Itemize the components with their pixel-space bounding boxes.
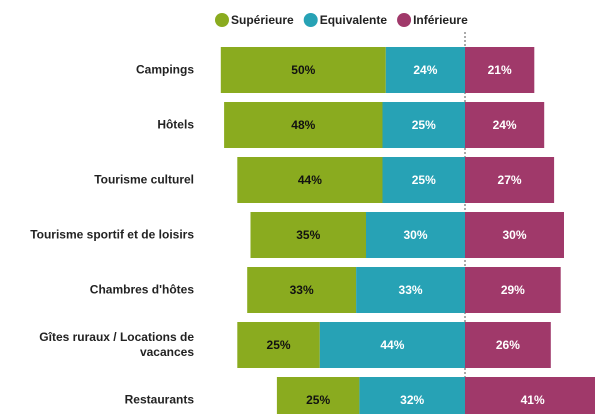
value-label: 41% bbox=[521, 393, 545, 407]
bar bbox=[250, 212, 366, 258]
legend-marker bbox=[215, 13, 229, 27]
bar bbox=[465, 212, 564, 258]
category-label: Gîtes ruraux / Locations de vacances bbox=[39, 330, 194, 359]
bar bbox=[382, 157, 465, 203]
bar bbox=[237, 157, 383, 203]
category-label: Tourisme sportif et de loisirs bbox=[30, 227, 194, 242]
legend-marker bbox=[397, 13, 412, 27]
value-label: 32% bbox=[400, 393, 424, 407]
value-label: 26% bbox=[496, 338, 520, 352]
bar bbox=[382, 102, 465, 148]
bar bbox=[224, 102, 383, 148]
value-label: 35% bbox=[296, 228, 320, 242]
value-label: 44% bbox=[380, 338, 404, 352]
bar bbox=[276, 377, 360, 414]
bar bbox=[465, 102, 545, 148]
value-label: 50% bbox=[291, 63, 315, 77]
bar bbox=[465, 267, 561, 313]
value-label: 25% bbox=[306, 393, 330, 407]
value-label: 25% bbox=[267, 338, 291, 352]
value-label: 25% bbox=[412, 118, 436, 132]
value-label: 44% bbox=[298, 173, 322, 187]
bar bbox=[247, 267, 357, 313]
category-label: Hôtels bbox=[157, 117, 194, 132]
category-label: Campings bbox=[135, 62, 194, 77]
value-label: 29% bbox=[501, 283, 525, 297]
bar bbox=[356, 267, 465, 313]
value-label: 48% bbox=[291, 118, 315, 132]
category-label: Tourisme culturel bbox=[94, 172, 194, 187]
bar bbox=[465, 157, 555, 203]
bar bbox=[385, 47, 465, 93]
value-label: 24% bbox=[413, 63, 437, 77]
bar bbox=[359, 377, 465, 414]
value-label: 27% bbox=[498, 173, 522, 187]
bar bbox=[465, 322, 551, 368]
bar bbox=[465, 47, 535, 93]
value-label: 30% bbox=[403, 228, 427, 242]
bar bbox=[366, 212, 465, 258]
bar bbox=[319, 322, 465, 368]
bar bbox=[220, 47, 386, 93]
value-label: 25% bbox=[412, 173, 436, 187]
value-label: 30% bbox=[502, 228, 526, 242]
legend-label: Supérieure bbox=[231, 13, 294, 27]
value-label: 33% bbox=[399, 283, 423, 297]
category-label: Restaurants bbox=[124, 392, 194, 407]
value-label: 24% bbox=[493, 118, 517, 132]
legend-label: Equivalente bbox=[320, 13, 388, 27]
value-label: 33% bbox=[290, 283, 314, 297]
category-label: Chambres d'hôtes bbox=[89, 282, 194, 297]
legend-label: Inférieure bbox=[413, 13, 468, 27]
bar bbox=[465, 377, 595, 414]
legend-marker bbox=[303, 13, 318, 27]
value-label: 21% bbox=[488, 63, 512, 77]
bar bbox=[237, 322, 320, 368]
